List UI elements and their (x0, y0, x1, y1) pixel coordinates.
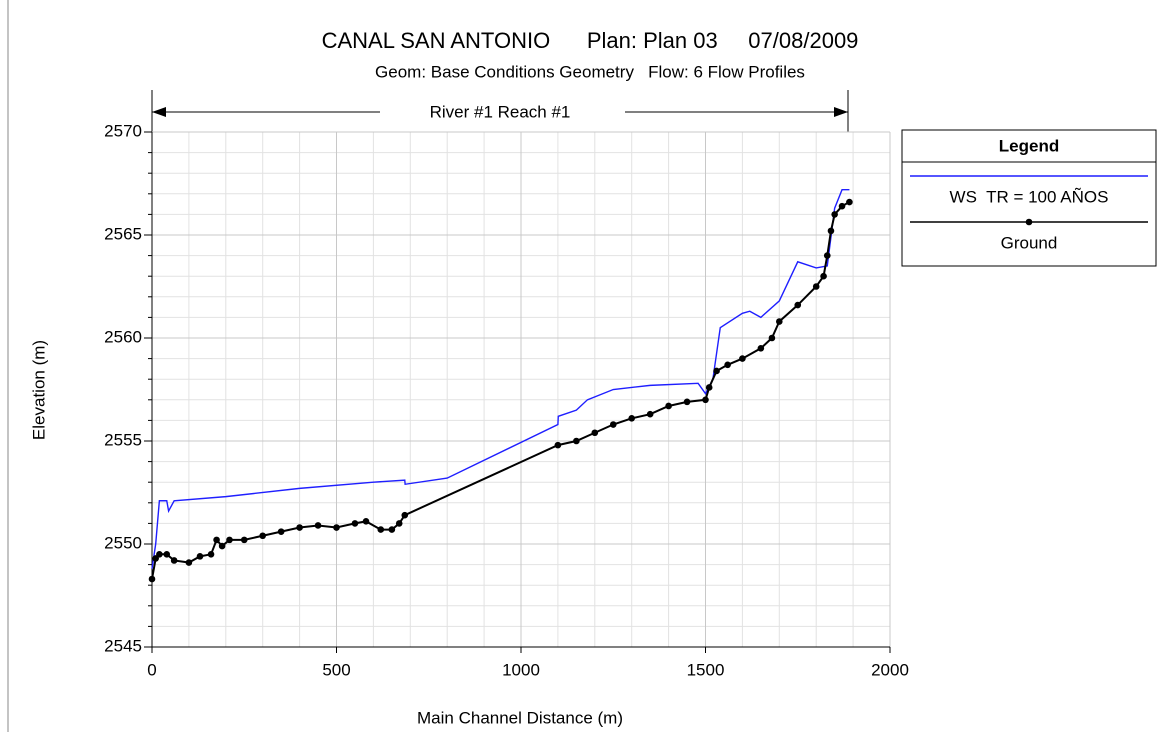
ground-point (739, 355, 746, 362)
series-line (151, 201, 850, 580)
reach-label: River #1 Reach #1 (430, 102, 571, 121)
ground-point (240, 536, 248, 544)
y-tick-label: 2545 (104, 636, 142, 655)
ground-point (846, 198, 853, 206)
ground-point (724, 361, 731, 369)
legend-marker (1025, 218, 1033, 226)
x-tick-label: 1500 (687, 660, 725, 679)
y-tick-label: 2565 (104, 224, 142, 243)
legend (901, 129, 1157, 267)
x-tick-label: 2000 (871, 660, 909, 679)
ground-point (156, 551, 163, 558)
y-axis-label: Elevation (m) (29, 340, 48, 440)
series-line (151, 188, 850, 569)
ground-point (831, 211, 838, 218)
ground-point (554, 441, 562, 449)
ground-point (226, 536, 233, 544)
ground-point (351, 520, 359, 527)
ground-point (665, 402, 672, 410)
ground-point (768, 334, 776, 342)
ground-point (628, 415, 635, 422)
ground-point (820, 272, 827, 280)
ground-point (395, 520, 403, 527)
ground-point (185, 559, 193, 566)
ground-point (776, 318, 783, 325)
ground-point (573, 437, 580, 445)
ground-point (259, 532, 267, 540)
legend-label: Ground (1001, 233, 1058, 252)
ground-point (196, 553, 204, 560)
ground-point (170, 557, 178, 564)
legend-label: WS TR = 100 AÑOS (950, 187, 1109, 206)
ground-point (591, 429, 599, 437)
y-tick-label: 2570 (104, 121, 142, 140)
ground-point (314, 522, 322, 529)
y-tick-label: 2560 (104, 327, 142, 346)
x-tick-label: 1000 (502, 660, 540, 679)
ground-point (277, 528, 285, 535)
ground-point (838, 202, 846, 210)
ground-point (702, 396, 709, 404)
ground-point (812, 283, 820, 290)
ground-point (218, 542, 226, 550)
ground-point (794, 301, 802, 309)
ground-point (757, 345, 765, 352)
ground-point (609, 421, 617, 428)
ground-point (163, 551, 171, 558)
y-tick-label: 2555 (104, 430, 142, 449)
ground-point (401, 511, 409, 519)
x-axis-label: Main Channel Distance (m) (417, 708, 623, 727)
ground-point (207, 551, 215, 558)
ground-point (296, 524, 303, 531)
ground-point (377, 526, 385, 533)
legend-title: Legend (999, 136, 1059, 155)
ground-point (683, 398, 691, 406)
y-tick-label: 2550 (104, 533, 142, 552)
ground-point (713, 367, 720, 375)
ground-point (148, 575, 156, 583)
x-tick-label: 0 (147, 660, 156, 679)
chart-subtitle: Geom: Base Conditions Geometry Flow: 6 F… (375, 62, 805, 81)
chart-title: CANAL SAN ANTONIO Plan: Plan 03 07/08/20… (322, 28, 859, 53)
ground-point (333, 524, 340, 531)
ground-point (823, 252, 831, 259)
ground-point (362, 518, 370, 525)
reach-annotation (151, 90, 849, 132)
ground-point (213, 536, 220, 544)
ground-point (827, 227, 835, 235)
x-tick-label: 500 (322, 660, 350, 679)
ground-point (705, 384, 713, 391)
grid (151, 131, 891, 648)
ground-point (646, 410, 654, 418)
ground-point (388, 526, 396, 533)
